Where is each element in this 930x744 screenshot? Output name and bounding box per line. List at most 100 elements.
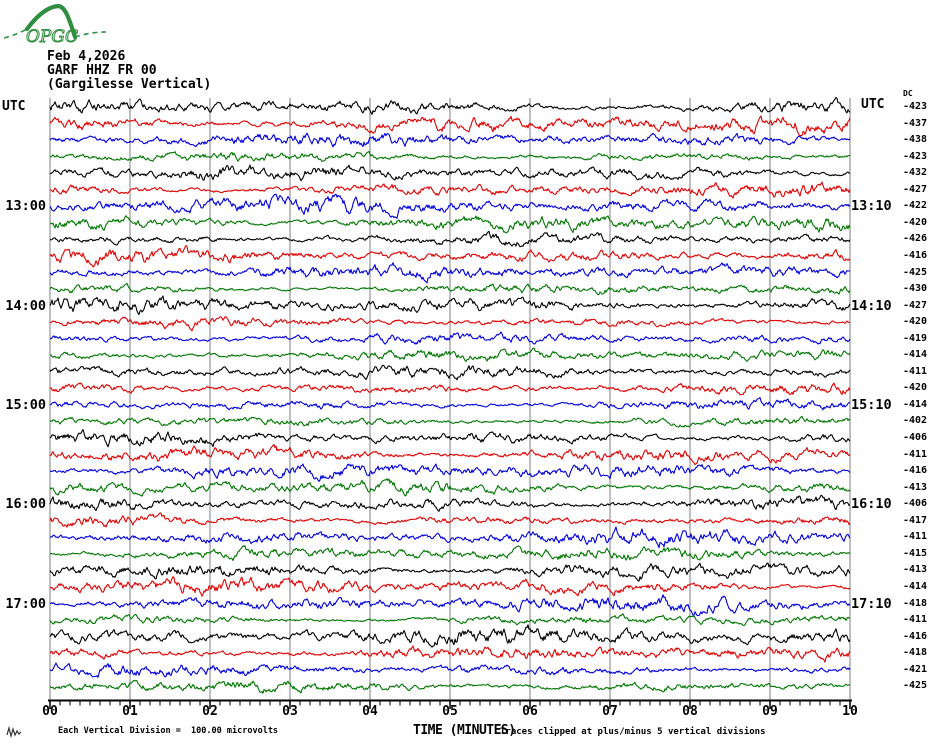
dc-value-row-1500: -414: [903, 399, 928, 410]
right-time-label-1510: 15:10: [851, 397, 892, 413]
dc-value-row-1510: -402: [903, 415, 928, 426]
logo-dashed-right: [74, 31, 107, 38]
dc-value-row-1310: -420: [903, 217, 928, 228]
right-time-label-1310: 13:10: [851, 198, 892, 214]
dc-value-row-1430: -414: [903, 349, 928, 360]
left-time-label-1400: 14:00: [5, 298, 46, 314]
x-tick-label-01: 01: [122, 704, 138, 719]
trace-row-1450: [49, 382, 851, 396]
trace-row-1400: [49, 295, 851, 316]
dc-value-row-1440: -411: [903, 366, 928, 377]
trace-row-1230: [49, 150, 851, 162]
dc-column-header: DC: [903, 89, 913, 98]
x-tick-label-00: 00: [42, 704, 58, 719]
footer-seismo-mark-icon: [6, 725, 22, 739]
dc-value-row-1240: -432: [903, 167, 928, 178]
right-time-label-1710: 17:10: [851, 596, 892, 612]
x-axis-title: TIME (MINUTES): [413, 723, 516, 738]
trace-row-1740: [49, 662, 851, 678]
trace-row-1350: [49, 282, 851, 296]
dc-value-row-1450: -420: [903, 382, 928, 393]
trace-row-1600: [49, 494, 851, 512]
trace-row-1700: [49, 594, 851, 617]
dc-value-row-1550: -413: [903, 482, 928, 493]
trace-row-1750: [49, 679, 851, 694]
dc-value-row-1520: -406: [903, 432, 928, 443]
x-tick-label-08: 08: [682, 704, 698, 719]
trace-row-1300: [49, 193, 851, 219]
x-tick-label-06: 06: [522, 704, 538, 719]
dc-value-row-1630: -415: [903, 548, 928, 559]
dc-value-row-1610: -417: [903, 515, 928, 526]
header-date: Feb 4,2026: [47, 49, 126, 64]
trace-row-1630: [49, 545, 851, 562]
trace-row-1620: [49, 526, 851, 549]
x-tick-label-02: 02: [202, 704, 218, 719]
trace-row-1440: [49, 364, 851, 381]
right-time-label-1410: 14:10: [851, 298, 892, 314]
dc-value-row-1340: -425: [903, 267, 928, 278]
x-tick-label-03: 03: [282, 704, 298, 719]
logo-mountain-curve: [24, 3, 78, 40]
trace-row-1510: [49, 415, 851, 428]
trace-row-1640: [49, 562, 851, 582]
clip-note: Traces clipped at plus/minus 5 vertical …: [500, 727, 766, 737]
left-time-label-1600: 16:00: [5, 496, 46, 512]
trace-row-1720: [49, 624, 851, 648]
trace-row-1530: [49, 443, 851, 466]
trace-row-1250: [49, 181, 851, 199]
dc-value-row-1640: -413: [903, 564, 928, 575]
dc-value-row-1720: -416: [903, 631, 928, 642]
x-tick-label-07: 07: [602, 704, 618, 719]
dc-value-row-1750: -425: [903, 680, 928, 691]
trace-row-1650: [49, 576, 851, 597]
trace-row-1550: [49, 478, 851, 497]
trace-row-1220: [49, 132, 851, 148]
trace-row-1500: [49, 396, 851, 411]
x-tick-label-04: 04: [362, 704, 378, 719]
dc-value-row-1710: -411: [903, 614, 928, 625]
dc-value-row-1250: -427: [903, 184, 928, 195]
left-time-label-1700: 17:00: [5, 596, 46, 612]
logo-text: OPGC: [26, 27, 78, 47]
dc-value-row-1330: -416: [903, 250, 928, 261]
header-station-name: (Gargilesse Vertical): [47, 77, 212, 92]
x-tick-label-05: 05: [442, 704, 458, 719]
trace-row-1320: [49, 230, 851, 248]
trace-row-1520: [49, 428, 851, 448]
dc-value-row-1400: -427: [903, 300, 928, 311]
dc-value-row-1620: -411: [903, 531, 928, 542]
trace-row-1610: [49, 512, 851, 528]
dc-value-row-1740: -421: [903, 664, 928, 675]
header-station-code: GARF HHZ FR 00: [47, 63, 157, 78]
dc-value-row-1600: -406: [903, 498, 928, 509]
trace-row-1330: [49, 244, 851, 268]
utc-header-right: UTC: [861, 97, 885, 112]
dc-value-row-1410: -420: [903, 316, 928, 327]
dc-value-row-1300: -422: [903, 200, 928, 211]
trace-row-1730: [49, 645, 851, 663]
opgc-logo: OPGC: [3, 3, 107, 48]
dc-value-row-1230: -423: [903, 151, 928, 162]
x-tick-label-09: 09: [762, 704, 778, 719]
x-tick-label-10: 10: [842, 704, 858, 719]
trace-row-1430: [49, 347, 851, 363]
trace-row-1420: [50, 331, 851, 345]
trace-row-1200: [49, 96, 851, 115]
dc-value-row-1320: -426: [903, 233, 928, 244]
left-time-label-1500: 15:00: [5, 397, 46, 413]
dc-value-row-1700: -418: [903, 598, 928, 609]
dc-value-row-1650: -414: [903, 581, 928, 592]
right-time-label-1610: 16:10: [851, 496, 892, 512]
trace-row-1210: [49, 115, 851, 137]
dc-value-row-1210: -437: [903, 118, 928, 129]
dc-value-row-1730: -418: [903, 647, 928, 658]
dc-value-row-1200: -423: [903, 101, 928, 112]
trace-row-1240: [49, 164, 851, 182]
dc-value-row-1530: -411: [903, 449, 928, 460]
vertical-division-note: Each Vertical Division = 100.00 microvol…: [58, 726, 279, 736]
dc-value-row-1540: -416: [903, 465, 928, 476]
trace-row-1410: [49, 316, 851, 332]
